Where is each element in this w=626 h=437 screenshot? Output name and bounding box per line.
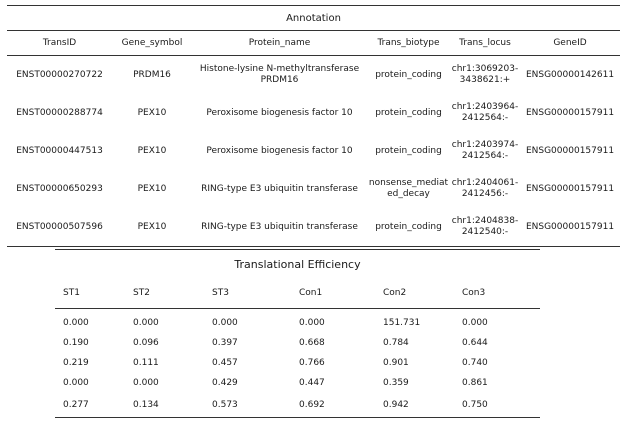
cell-con1: 0.668 [299, 338, 325, 348]
cell-st2: 0.111 [133, 358, 159, 368]
annotation-table: Annotation TransID Gene_symbol Protein_n… [7, 5, 620, 247]
cell-st3: 0.397 [212, 338, 238, 348]
header-protein-name: Protein_name [192, 31, 367, 56]
header-st2: ST2 [133, 278, 212, 309]
header-st3: ST3 [212, 278, 299, 309]
cell-con3: 0.000 [462, 318, 488, 328]
header-transid: TransID [7, 31, 112, 56]
header-con3: Con3 [462, 278, 540, 309]
cell-con1: 0.447 [299, 378, 325, 388]
cell-con2: 0.784 [383, 338, 409, 348]
cell-trans-locus: chr1:2403974-2412564:- [451, 140, 519, 161]
cell-con1: 0.692 [299, 393, 383, 418]
table-row: 0.277 0.134 0.573 0.692 0.942 0.750 [55, 393, 540, 418]
header-trans-locus: Trans_locus [450, 31, 520, 56]
cell-geneid: ENSG00000157911 [525, 107, 615, 118]
header-con2: Con2 [383, 278, 462, 309]
cell-st1: 0.190 [63, 338, 89, 348]
cell-protein-name: Histone-lysine N-methyltransferase PRDM1… [199, 64, 360, 85]
table-row: ENST00000288774 PEX10 Peroxisome biogene… [7, 94, 620, 132]
cell-st2: 0.096 [133, 338, 159, 348]
cell-trans-locus: chr1:3069203-3438621:+ [451, 64, 519, 85]
cell-trans-biotype: protein_coding [375, 107, 442, 118]
cell-con1: 0.766 [299, 358, 325, 368]
cell-protein-name: RING-type E3 ubiquitin transferase [192, 208, 367, 247]
translational-efficiency-title: Translational Efficiency [55, 249, 540, 278]
cell-transid: ENST00000507596 [7, 208, 112, 247]
table-row: 0.219 0.111 0.457 0.766 0.901 0.740 [55, 353, 540, 373]
cell-transid: ENST00000288774 [16, 107, 103, 118]
cell-trans-locus: chr1:2404061-2412456:- [451, 178, 519, 199]
cell-gene-symbol: PEX10 [112, 208, 192, 247]
annotation-grid: TransID Gene_symbol Protein_name Trans_b… [7, 31, 620, 247]
cell-con3: 0.740 [462, 358, 488, 368]
header-st1: ST1 [55, 278, 133, 309]
table-row: ENST00000650293 PEX10 RING-type E3 ubiqu… [7, 170, 620, 208]
table-row: 0.000 0.000 0.000 0.000 151.731 0.000 [55, 309, 540, 334]
cell-transid: ENST00000447513 [16, 145, 103, 156]
annotation-title: Annotation [7, 5, 620, 31]
cell-con2: 0.942 [383, 393, 462, 418]
cell-st2: 0.000 [133, 378, 159, 388]
cell-trans-locus: chr1:2403964-2412564:- [451, 102, 519, 123]
table-row: ENST00000447513 PEX10 Peroxisome biogene… [7, 132, 620, 170]
cell-gene-symbol: PRDM16 [133, 69, 171, 80]
table-row: ENST00000270722 PRDM16 Histone-lysine N-… [7, 56, 620, 95]
cell-st2: 0.134 [133, 393, 212, 418]
cell-trans-locus: chr1:2404838-2412540:- [450, 208, 520, 247]
cell-con1: 0.000 [299, 318, 325, 328]
cell-trans-biotype: protein_coding [375, 145, 442, 156]
cell-st3: 0.000 [212, 318, 238, 328]
cell-transid: ENST00000270722 [16, 69, 103, 80]
cell-geneid: ENSG00000157911 [525, 145, 615, 156]
cell-protein-name: RING-type E3 ubiquitin transferase [201, 183, 358, 194]
annotation-header-row: TransID Gene_symbol Protein_name Trans_b… [7, 31, 620, 56]
cell-st2: 0.000 [133, 318, 159, 328]
cell-gene-symbol: PEX10 [137, 145, 167, 156]
cell-st1: 0.277 [55, 393, 133, 418]
translational-efficiency-grid: ST1 ST2 ST3 Con1 Con2 Con3 0.000 0.000 0… [55, 278, 540, 418]
header-gene-symbol: Gene_symbol [112, 31, 192, 56]
cell-con3: 0.861 [462, 378, 488, 388]
cell-gene-symbol: PEX10 [137, 107, 167, 118]
cell-con3: 0.750 [462, 393, 540, 418]
cell-geneid: ENSG00000157911 [525, 183, 615, 194]
translational-efficiency-table: Translational Efficiency ST1 ST2 ST3 Con… [55, 249, 540, 418]
cell-con2: 151.731 [383, 318, 421, 328]
cell-transid: ENST00000650293 [16, 183, 103, 194]
table-row: ENST00000507596 PEX10 RING-type E3 ubiqu… [7, 208, 620, 247]
table-row: 0.190 0.096 0.397 0.668 0.784 0.644 [55, 333, 540, 353]
header-trans-biotype: Trans_biotype [367, 31, 450, 56]
cell-trans-biotype: protein_coding [375, 69, 442, 80]
cell-st3: 0.573 [212, 393, 299, 418]
cell-st3: 0.457 [212, 358, 238, 368]
cell-st1: 0.000 [63, 318, 89, 328]
cell-st3: 0.429 [212, 378, 238, 388]
cell-st1: 0.219 [63, 358, 89, 368]
header-geneid: GeneID [520, 31, 620, 56]
cell-geneid: ENSG00000157911 [520, 208, 620, 247]
cell-protein-name: Peroxisome biogenesis factor 10 [206, 107, 353, 118]
table-row: 0.000 0.000 0.429 0.447 0.359 0.861 [55, 373, 540, 393]
cell-st1: 0.000 [63, 378, 89, 388]
cell-con2: 0.901 [383, 358, 409, 368]
cell-con2: 0.359 [383, 378, 409, 388]
te-header-row: ST1 ST2 ST3 Con1 Con2 Con3 [55, 278, 540, 309]
cell-trans-biotype: nonsense_mediated_decay [368, 178, 449, 199]
cell-con3: 0.644 [462, 338, 488, 348]
cell-geneid: ENSG00000142611 [525, 69, 615, 80]
cell-gene-symbol: PEX10 [137, 183, 167, 194]
header-con1: Con1 [299, 278, 383, 309]
cell-protein-name: Peroxisome biogenesis factor 10 [206, 145, 353, 156]
cell-trans-biotype: protein_coding [367, 208, 450, 247]
